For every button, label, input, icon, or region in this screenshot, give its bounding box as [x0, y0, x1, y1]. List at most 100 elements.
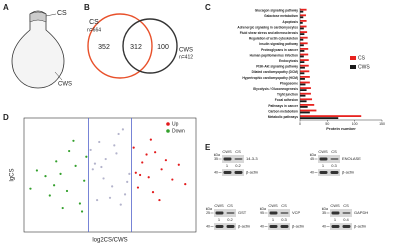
category-label: Tight junction	[277, 93, 298, 97]
set-name: CWS	[179, 48, 193, 54]
bar	[300, 36, 308, 39]
lane-label: CWS	[268, 203, 278, 208]
blot-strip	[330, 223, 352, 230]
panel-label: A	[3, 3, 9, 12]
bar	[300, 72, 305, 75]
quant-value: 1	[334, 217, 337, 222]
point	[53, 184, 56, 187]
target-label: VCP	[292, 210, 301, 215]
blot-strip	[222, 155, 244, 163]
point	[136, 186, 140, 189]
category-label: Hypertrophic cardiomyopathy (HCM)	[242, 76, 298, 80]
bar	[300, 87, 311, 89]
category-label: Endocytosis	[279, 59, 298, 63]
band	[215, 225, 224, 228]
mw-label: 25	[206, 211, 210, 215]
x-tick-label: 100	[352, 122, 358, 126]
blot-strip	[318, 155, 340, 163]
bar	[300, 92, 311, 95]
set-size: n=412	[179, 54, 193, 60]
bar	[300, 59, 309, 61]
unit-label: kDa	[260, 207, 266, 211]
loading-label: β-actin	[246, 170, 258, 175]
bar	[300, 98, 313, 101]
category-label: Glycolysis / Gluconeogenesis	[253, 87, 298, 91]
bar	[300, 25, 307, 28]
bar	[300, 100, 307, 103]
bar	[300, 66, 305, 69]
category-label: Human papillomavirus infection	[250, 53, 298, 57]
x-axis-label: Protein number	[326, 126, 356, 131]
point	[141, 161, 144, 164]
bar	[300, 94, 306, 97]
category-label: PI3K-Akt signaling pathway	[256, 65, 298, 69]
quant-value: 1	[218, 217, 221, 222]
x-tick-label: 0	[299, 122, 301, 126]
lane-label: CS	[331, 149, 337, 154]
point	[154, 151, 157, 154]
bar	[300, 109, 317, 112]
lane-label: CS	[343, 203, 349, 208]
band	[226, 225, 235, 228]
band	[319, 171, 328, 174]
legend-swatch	[350, 56, 356, 60]
point	[68, 149, 71, 153]
point	[151, 191, 155, 194]
bar	[300, 50, 305, 52]
region-count: 312	[130, 44, 142, 51]
point	[83, 179, 86, 182]
point	[59, 172, 62, 175]
point	[80, 210, 84, 213]
target-label: GST	[238, 210, 247, 215]
point	[115, 152, 118, 155]
lane-label: CWS	[214, 203, 224, 208]
category-label: Metabolic pathways	[268, 115, 298, 119]
category-label: Phagosome	[280, 81, 298, 85]
target-label: GAPDH	[354, 210, 368, 215]
point	[44, 175, 47, 178]
seed-outline	[11, 10, 65, 89]
point	[128, 172, 131, 175]
unit-label: kDa	[310, 153, 316, 157]
point	[93, 162, 97, 165]
point	[171, 178, 174, 181]
legend-label: Up	[172, 121, 179, 127]
point	[48, 194, 51, 197]
x-tick-label: 50	[325, 122, 329, 126]
point	[147, 176, 150, 179]
band	[269, 225, 278, 228]
bar	[300, 16, 304, 19]
point	[119, 203, 122, 206]
target-label: 14-3-3	[246, 156, 258, 161]
point	[29, 187, 32, 190]
band	[342, 212, 351, 214]
bar	[300, 64, 309, 67]
bar	[300, 115, 362, 117]
band	[234, 158, 243, 160]
point	[89, 148, 92, 152]
quant-value: 0.3	[281, 217, 287, 222]
point	[132, 146, 135, 149]
bar	[300, 61, 305, 63]
point	[177, 163, 180, 166]
point	[98, 140, 101, 144]
band	[234, 171, 243, 174]
bar	[300, 10, 304, 13]
point	[85, 155, 88, 158]
category-label: Glucagon signaling pathway	[255, 9, 298, 13]
lane-label: CS	[281, 203, 287, 208]
point	[96, 198, 99, 202]
point	[104, 157, 107, 161]
legend-label: CS	[358, 55, 366, 61]
category-label: Apoptosis	[282, 20, 298, 24]
band	[342, 225, 351, 228]
x-tick-label: 150	[379, 122, 385, 126]
quant-value: 0.2	[235, 163, 241, 168]
point	[78, 202, 81, 205]
band	[269, 211, 278, 215]
bar	[300, 117, 339, 119]
mw-label: 40	[260, 224, 264, 228]
bar	[300, 14, 307, 17]
bar	[300, 27, 304, 30]
